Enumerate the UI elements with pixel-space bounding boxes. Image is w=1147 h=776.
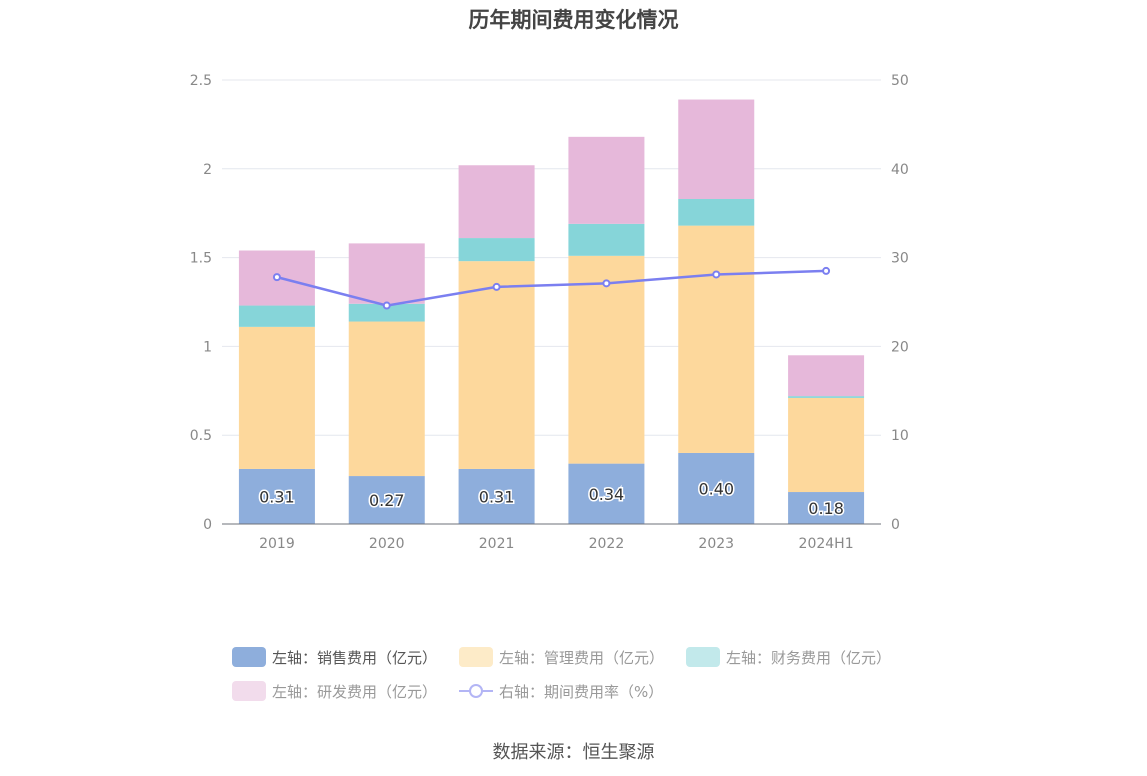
rate-point (822, 266, 831, 275)
legend-label-sales: 左轴：销售费用（亿元） (272, 648, 438, 667)
bar-segment-2 (458, 238, 535, 262)
bar-segment-1 (568, 255, 645, 464)
legend-row-2: 左轴：研发费用（亿元） 右轴：期间费用率（%） (232, 674, 932, 708)
legend: 左轴：销售费用（亿元） 左轴：管理费用（亿元） 左轴：财务费用（亿元） 左轴：研… (232, 640, 932, 708)
rate-line (276, 269, 827, 307)
bar-segment-0 (568, 463, 645, 524)
bar-data-label: 0.40 (698, 479, 734, 498)
legend-swatch-admin (459, 647, 494, 667)
legend-item-rate[interactable]: 右轴：期间费用率（%） (459, 681, 663, 702)
bar-segment-0 (458, 468, 535, 524)
bar-segment-2 (568, 223, 645, 256)
bar-segment-0 (238, 468, 315, 524)
bar-data-label: 0.31 (479, 487, 515, 506)
x-tick-label: 2022 (589, 536, 625, 552)
legend-item-sales[interactable]: 左轴：销售费用（亿元） (232, 647, 437, 668)
bar-segment-1 (458, 261, 535, 469)
chart-title: 历年期间费用变化情况 (468, 8, 679, 32)
bar-segment-2 (238, 305, 315, 327)
rate-point (382, 301, 391, 310)
bar-segment-0 (348, 476, 425, 524)
x-tick-label: 2023 (698, 536, 734, 552)
bar-segment-2 (788, 396, 865, 398)
bar-data-label: 0.31 (259, 487, 295, 506)
bar-segment-3 (788, 355, 865, 397)
legend-item-rnd[interactable]: 左轴：研发费用（亿元） (232, 681, 437, 702)
legend-label-rnd: 左轴：研发费用（亿元） (272, 682, 438, 701)
x-tick-label: 2021 (479, 536, 515, 552)
y-right-tick-label: 0 (891, 517, 900, 533)
y-right-tick-label: 20 (891, 339, 909, 355)
bar-data-label: 0.27 (369, 491, 405, 510)
y-right-tick-label: 50 (891, 73, 909, 89)
bar-segment-1 (678, 225, 755, 453)
y-left-tick-label: 2 (203, 162, 212, 178)
rate-point (272, 273, 281, 282)
rate-point (492, 282, 501, 291)
y-left-tick-label: 1 (203, 339, 212, 355)
bar-segment-1 (788, 397, 865, 493)
y-left-tick-label: 0 (203, 517, 212, 533)
bar-segment-3 (568, 136, 645, 224)
legend-label-finance: 左轴：财务费用（亿元） (726, 648, 892, 667)
y-left-tick-label: 1.5 (190, 251, 212, 267)
data-source: 数据来源：恒生聚源 (492, 742, 655, 763)
x-tick-label: 2020 (369, 536, 405, 552)
bar-data-label: 0.18 (808, 499, 844, 518)
x-tick-label: 2019 (259, 536, 295, 552)
rate-point (712, 270, 721, 279)
rate-point (602, 279, 611, 288)
bar-segment-1 (348, 321, 425, 477)
legend-swatch-finance (686, 647, 721, 667)
legend-label-admin: 左轴：管理费用（亿元） (499, 648, 665, 667)
bar-segment-3 (678, 99, 755, 199)
bar-segment-0 (678, 452, 755, 524)
legend-line-icon (459, 681, 494, 701)
y-left-tick-label: 0.5 (190, 428, 212, 444)
chart-canvas: 0 0.5 1 1.5 2 2.5 0 10 20 30 40 50 0.31 0.27 0.31 0.34 0… (190, 73, 909, 552)
bar-segment-2 (678, 198, 755, 226)
bar-segment-0 (788, 492, 865, 524)
legend-swatch-sales (232, 647, 266, 667)
x-tick-label: 2024H1 (799, 536, 854, 552)
y-left-tick-label: 2.5 (190, 73, 212, 89)
bar-segment-2 (348, 303, 425, 322)
y-right-tick-label: 30 (891, 251, 909, 267)
legend-item-admin[interactable]: 左轴：管理费用（亿元） (459, 647, 664, 668)
legend-item-finance[interactable]: 左轴：财务费用（亿元） (686, 647, 891, 668)
y-right-tick-label: 10 (891, 428, 909, 444)
bar-segment-3 (348, 243, 425, 304)
y-right-tick-label: 40 (891, 162, 909, 178)
bar-data-label: 0.34 (589, 485, 625, 504)
bar-segment-1 (238, 326, 315, 469)
legend-swatch-rnd (232, 681, 266, 701)
legend-row-1: 左轴：销售费用（亿元） 左轴：管理费用（亿元） 左轴：财务费用（亿元） (232, 640, 932, 674)
bar-segment-3 (458, 165, 535, 239)
legend-label-rate: 右轴：期间费用率（%） (499, 682, 664, 701)
